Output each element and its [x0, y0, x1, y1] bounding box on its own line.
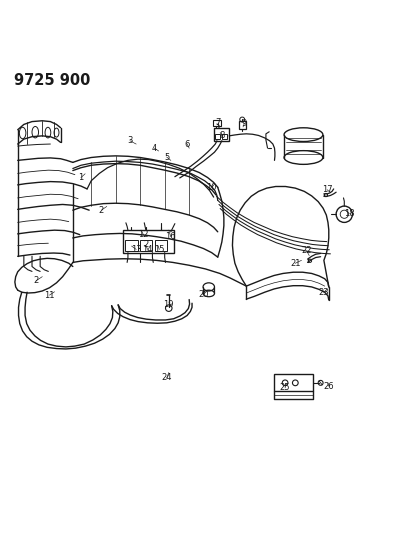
Text: 1: 1 [79, 173, 83, 182]
Text: 23: 23 [319, 288, 329, 297]
Bar [215, 134, 220, 139]
Text: 25: 25 [280, 383, 290, 392]
Text: 16: 16 [166, 232, 176, 241]
Text: 15: 15 [154, 245, 165, 254]
Text: 18: 18 [344, 209, 355, 218]
Text: 2: 2 [144, 240, 149, 249]
Text: 2: 2 [99, 206, 104, 215]
Text: 8: 8 [219, 131, 224, 140]
Bar [140, 240, 152, 251]
Bar [222, 134, 227, 139]
Text: 6: 6 [185, 140, 190, 149]
Text: 3: 3 [127, 136, 133, 146]
Bar [239, 121, 245, 128]
Bar [214, 128, 229, 141]
Text: 2: 2 [33, 276, 39, 285]
Text: 12: 12 [138, 230, 149, 239]
Text: 9: 9 [242, 119, 247, 128]
Text: 4: 4 [152, 143, 157, 152]
Text: 21: 21 [290, 259, 300, 268]
Text: 11: 11 [44, 290, 55, 300]
Text: 9725 900: 9725 900 [14, 72, 90, 87]
Bar [213, 120, 221, 126]
Text: 20: 20 [198, 290, 209, 299]
Text: 17: 17 [322, 185, 332, 194]
Text: 7: 7 [215, 118, 220, 127]
Text: 14: 14 [142, 245, 153, 254]
Text: 19: 19 [164, 300, 174, 309]
Text: 5: 5 [164, 152, 169, 161]
Bar [123, 230, 174, 253]
Bar [274, 374, 313, 391]
Bar [125, 240, 138, 251]
Text: 26: 26 [323, 382, 334, 391]
Bar [155, 240, 167, 251]
Text: 13: 13 [131, 245, 141, 254]
Text: 24: 24 [162, 374, 172, 383]
Text: 22: 22 [302, 246, 312, 255]
Text: 10: 10 [206, 183, 217, 192]
